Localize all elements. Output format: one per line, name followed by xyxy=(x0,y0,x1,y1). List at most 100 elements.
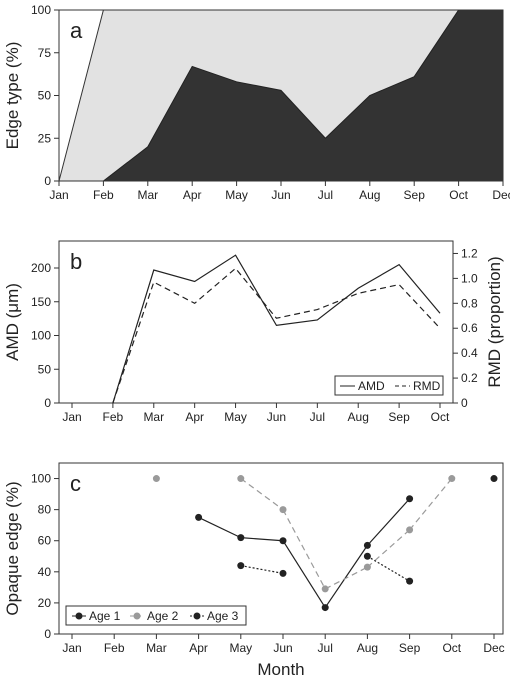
y-tick-label: 100 xyxy=(31,3,51,17)
x-tick-label: Oct xyxy=(442,641,461,655)
x-tick-label: May xyxy=(229,641,252,655)
legend-age2-marker xyxy=(133,612,141,620)
x-tick-label: Jan xyxy=(62,641,81,655)
x-tick-label: Aug xyxy=(348,410,369,424)
legend-age1-label: Age 1 xyxy=(89,609,121,623)
y2-tick-label: 1.2 xyxy=(461,246,478,260)
rmd-series-line xyxy=(112,267,441,404)
x-tick-label: Mar xyxy=(146,641,167,655)
age3-point xyxy=(237,562,245,570)
x-tick-label: Apr xyxy=(183,188,202,202)
age2-series-line xyxy=(282,509,326,590)
age2-point xyxy=(237,475,245,483)
x-tick-label: Aug xyxy=(357,641,378,655)
y-tick-label: 200 xyxy=(31,261,51,275)
x-tick-label: Jul xyxy=(318,188,333,202)
age3-point xyxy=(363,552,371,560)
age1-point xyxy=(406,495,414,503)
age1-series-line xyxy=(324,545,368,608)
age1-point xyxy=(321,604,329,612)
age1-point xyxy=(279,537,287,545)
y-axis-label: Edge type (%) xyxy=(3,42,22,150)
y2-tick-label: 0.6 xyxy=(461,321,478,335)
panel-c: 0 20 40 60 80 100 Jan Feb Mar Apr May Jun Jul Aug Sep O… xyxy=(3,462,505,679)
legend-amd-label: AMD xyxy=(358,379,385,393)
legend-age3-label: Age 3 xyxy=(207,609,239,623)
y-tick-label: 100 xyxy=(31,329,51,343)
age2-point xyxy=(279,506,287,514)
age3-point xyxy=(279,569,287,577)
x-tick-label: Oct xyxy=(449,188,468,202)
y-tick-label: 80 xyxy=(38,503,52,517)
y-tick-label: 60 xyxy=(38,534,52,548)
x-tick-label: Dec xyxy=(483,641,504,655)
legend-age1-marker xyxy=(75,612,83,620)
x-tick-label: Feb xyxy=(103,410,124,424)
x-tick-label: Mar xyxy=(143,410,164,424)
age3-point xyxy=(406,577,414,585)
age2-point xyxy=(448,475,456,483)
age1-point xyxy=(363,541,371,549)
x-tick-label: Oct xyxy=(431,410,450,424)
age2-point xyxy=(363,563,371,571)
age1-series-line xyxy=(366,498,411,546)
x-tick-label: Aug xyxy=(359,188,380,202)
panel-label: c xyxy=(70,471,81,496)
x-tick-label: Jan xyxy=(49,188,68,202)
age1-series-line xyxy=(240,537,284,542)
legend-age3-marker xyxy=(193,612,201,620)
age2-series-line xyxy=(367,529,410,568)
y-tick-label: 75 xyxy=(38,46,52,60)
legend: AMD RMD xyxy=(334,375,444,396)
x-tick-label: Sep xyxy=(404,188,426,202)
x-tick-label: Mar xyxy=(137,188,158,202)
amd-series-line xyxy=(112,254,441,404)
plot-frame xyxy=(58,462,504,635)
age3-series-line xyxy=(240,565,284,574)
x-tick-label: Sep xyxy=(399,641,421,655)
x-tick-label: Jun xyxy=(273,641,292,655)
age2-series-line xyxy=(409,478,453,531)
y-tick-label: 0 xyxy=(44,396,51,410)
age1-point xyxy=(195,513,203,521)
x-tick-label: May xyxy=(224,410,247,424)
y2-tick-label: 0 xyxy=(461,396,468,410)
x-tick-label: Jun xyxy=(271,188,290,202)
age2-point xyxy=(406,526,414,534)
panel-label: a xyxy=(70,18,83,43)
x-tick-label: Apr xyxy=(189,641,208,655)
y2-tick-label: 0.2 xyxy=(461,371,478,385)
y-tick-label: 0 xyxy=(44,174,51,188)
panel-b: 0 50 100 150 200 0 0.2 0.4 0.6 0.8 1.0 1.2 Jan Feb Mar… xyxy=(3,240,504,424)
y2-tick-label: 1.0 xyxy=(461,271,478,285)
x-tick-label: Jan xyxy=(62,410,81,424)
age2-series-line xyxy=(324,566,368,590)
age1-series-line xyxy=(282,540,326,608)
y-tick-label: 40 xyxy=(38,565,52,579)
age2-series-line xyxy=(240,478,284,511)
y-tick-label: 100 xyxy=(31,472,51,486)
age2-point xyxy=(321,585,329,593)
age1-point xyxy=(490,475,498,483)
y-axis-label: Opaque edge (%) xyxy=(3,481,22,615)
x-tick-label: Jul xyxy=(318,641,333,655)
x-tick-label: Apr xyxy=(185,410,204,424)
legend-box xyxy=(65,605,247,626)
y-tick-label: 150 xyxy=(31,295,51,309)
age2-point xyxy=(152,475,160,483)
y2-tick-label: 0.8 xyxy=(461,296,478,310)
panel-a: 0 25 50 75 100 Jan Feb Mar Apr May Jun Jul Aug Sep Oct… xyxy=(3,3,510,202)
x-tick-label: Jun xyxy=(267,410,286,424)
y2-tick-label: 0.4 xyxy=(461,346,478,360)
legend: Age 1 Age 2 Age 3 xyxy=(65,605,247,626)
y-tick-label: 20 xyxy=(38,596,52,610)
panel-label: b xyxy=(70,249,82,274)
x-axis-label: Month xyxy=(257,660,304,679)
legend-age2-label: Age 2 xyxy=(147,609,179,623)
x-tick-label: Dec xyxy=(492,188,510,202)
y2-axis-label: RMD (proportion) xyxy=(485,256,504,387)
age1-series-line xyxy=(198,516,242,539)
y-tick-label: 25 xyxy=(38,131,52,145)
x-tick-label: Feb xyxy=(104,641,125,655)
